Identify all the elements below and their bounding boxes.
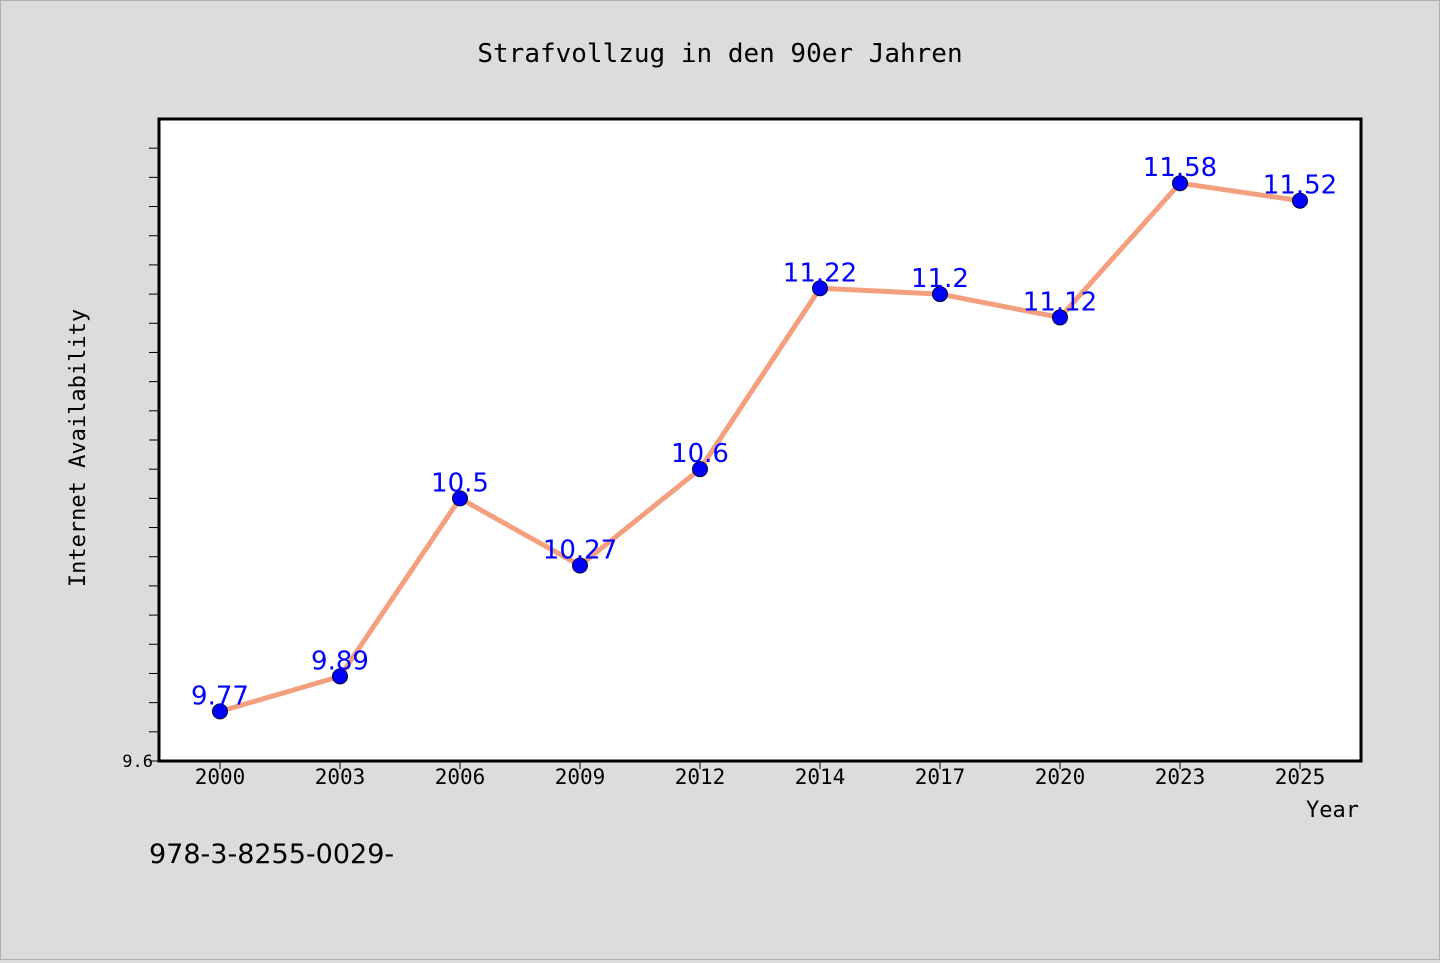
x-tick-label: 2006 bbox=[435, 765, 486, 789]
data-label: 9.77 bbox=[191, 681, 249, 711]
data-point bbox=[692, 461, 708, 478]
data-label: 11.58 bbox=[1143, 153, 1217, 183]
x-axis-ticks: 2000 2003 2006 2009 2012 2014 2017 2020 2023 2025 bbox=[195, 761, 1326, 789]
x-tick-label: 2014 bbox=[795, 765, 846, 789]
data-point bbox=[1052, 309, 1068, 326]
x-tick-label: 2000 bbox=[195, 765, 246, 789]
data-point bbox=[212, 703, 228, 720]
plot-area bbox=[157, 117, 1363, 763]
x-tick-label: 2009 bbox=[555, 765, 606, 789]
chart-title: Strafvollzug in den 90er Jahren bbox=[477, 39, 962, 69]
data-label: 9.89 bbox=[311, 646, 369, 676]
data-point bbox=[572, 557, 588, 574]
y-axis-ticks bbox=[149, 147, 159, 762]
x-tick-label: 2012 bbox=[675, 765, 726, 789]
data-label: 10.27 bbox=[543, 535, 617, 565]
x-tick-label: 2020 bbox=[1035, 765, 1086, 789]
data-point bbox=[1292, 192, 1308, 209]
y-axis-label: Internet Availability bbox=[66, 309, 91, 587]
x-tick-label: 2025 bbox=[1275, 765, 1326, 789]
data-labels: 9.77 9.89 10.5 10.27 10.6 11.22 11.2 11.12 11.58… bbox=[191, 153, 1337, 711]
data-point bbox=[1172, 175, 1188, 192]
data-label: 11.52 bbox=[1263, 171, 1337, 201]
data-label: 10.6 bbox=[671, 439, 729, 469]
data-point bbox=[812, 280, 828, 297]
data-label: 10.5 bbox=[431, 468, 489, 498]
x-tick-label: 2023 bbox=[1155, 765, 1206, 789]
x-tick-label: 2003 bbox=[315, 765, 366, 789]
data-label: 11.2 bbox=[911, 264, 969, 294]
data-markers bbox=[212, 175, 1308, 720]
data-point bbox=[452, 490, 468, 507]
data-label: 11.12 bbox=[1023, 287, 1097, 317]
y-axis-min-label: 9.6 bbox=[122, 752, 153, 772]
data-point bbox=[332, 668, 348, 685]
x-tick-label: 2017 bbox=[915, 765, 966, 789]
x-axis-label: Year bbox=[1306, 798, 1359, 823]
footer-text: 978-3-8255-0029- bbox=[149, 839, 394, 870]
data-label: 11.22 bbox=[783, 258, 857, 288]
data-point bbox=[932, 286, 948, 303]
series-line bbox=[217, 180, 1303, 714]
